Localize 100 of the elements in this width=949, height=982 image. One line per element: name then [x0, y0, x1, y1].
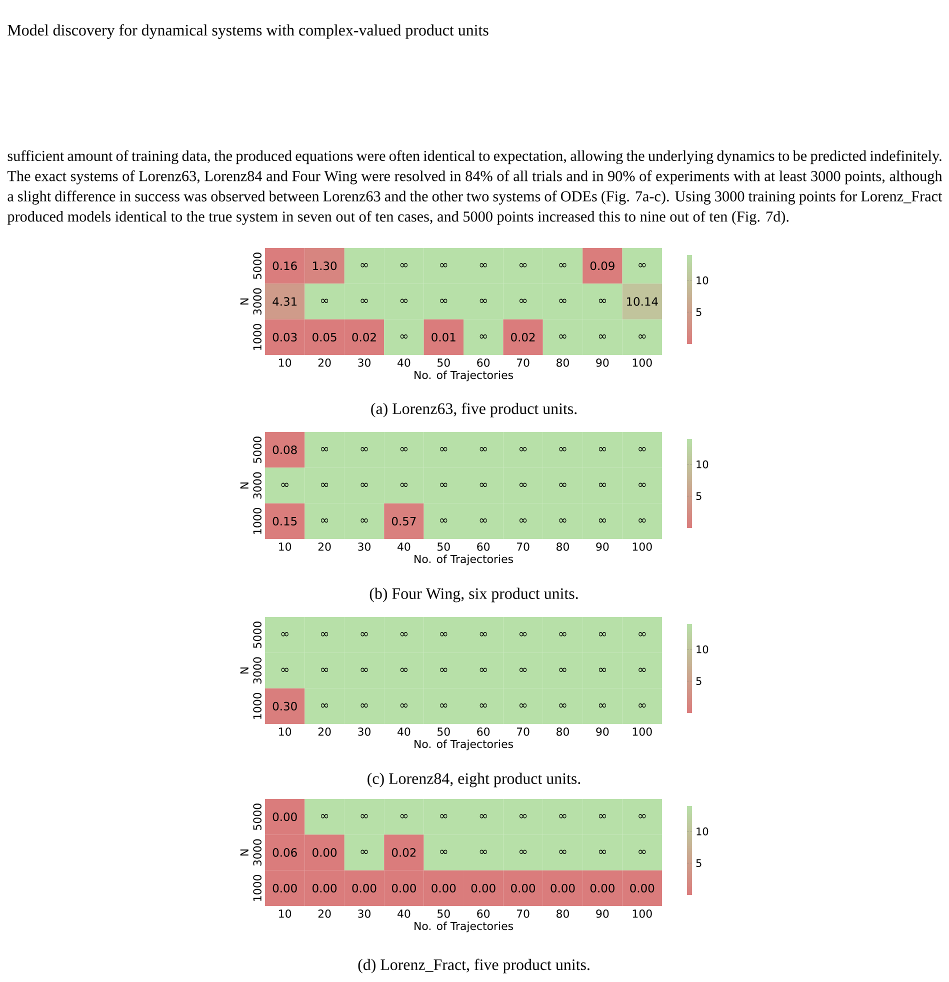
- data-label: ∞: [321, 632, 328, 636]
- data-label: ∞: [360, 447, 368, 452]
- data-label: ∞: [440, 668, 448, 672]
- data-label: ∞: [638, 263, 646, 268]
- data-label: 0.00: [550, 884, 575, 892]
- y-tick-label: 5000: [253, 252, 262, 279]
- data-label: ∞: [360, 482, 368, 488]
- data-label: 0.00: [432, 884, 456, 892]
- x-tick-label: 100: [632, 358, 652, 367]
- x-tick-label: 60: [477, 358, 490, 367]
- data-label: ∞: [440, 814, 448, 818]
- x-tick-label: 60: [477, 542, 490, 551]
- data-label: ∞: [281, 482, 288, 488]
- data-label: ∞: [638, 334, 646, 339]
- color-bar-label: 10: [696, 645, 708, 654]
- data-label: ∞: [520, 482, 527, 488]
- data-label: 0.00: [312, 848, 337, 857]
- data-label: ∞: [559, 263, 566, 268]
- data-label: ∞: [360, 518, 368, 523]
- data-label: ∞: [638, 482, 646, 488]
- x-tick-label: 70: [516, 728, 530, 736]
- data-label: ∞: [360, 632, 368, 636]
- x-tick-label: 100: [632, 728, 652, 736]
- data-label: ∞: [559, 668, 566, 672]
- data-label: ∞: [400, 703, 408, 708]
- data-label: 0.02: [352, 332, 376, 342]
- data-label: ∞: [400, 447, 408, 452]
- data-label: ∞: [480, 814, 487, 818]
- data-label: ∞: [638, 703, 646, 708]
- y-tick-label: 5000: [253, 804, 262, 830]
- data-label: ∞: [638, 850, 646, 854]
- data-label: ∞: [598, 850, 606, 854]
- data-label: ∞: [559, 632, 566, 636]
- x-tick-label: 90: [596, 358, 609, 367]
- data-label: 0.06: [272, 848, 297, 857]
- data-label: ∞: [321, 668, 328, 672]
- x-tick-label: 40: [398, 910, 410, 918]
- y-tick-label: 1000: [253, 508, 262, 534]
- data-label: ∞: [321, 703, 328, 708]
- color-bar-label: 10: [696, 460, 708, 468]
- data-label: ∞: [440, 263, 448, 268]
- x-tick-label: 100: [632, 910, 652, 918]
- y-axis-title: N: [240, 298, 248, 305]
- color-bar-label: 10: [696, 827, 708, 836]
- data-label: ∞: [440, 850, 448, 854]
- data-label: ∞: [520, 632, 527, 636]
- data-label: ∞: [321, 482, 328, 488]
- data-label: 0.30: [272, 702, 297, 710]
- data-label: ∞: [321, 298, 328, 303]
- data-label: ∞: [598, 668, 606, 672]
- y-tick-label: 1000: [253, 324, 262, 350]
- y-tick-label: 3000: [253, 472, 262, 499]
- y-tick-label: 3000: [253, 839, 262, 866]
- data-label: 0.00: [511, 884, 536, 892]
- x-tick-label: 80: [556, 542, 569, 551]
- color-bar-label: 10: [696, 276, 708, 284]
- data-label: ∞: [321, 814, 328, 818]
- x-tick-label: 70: [516, 542, 530, 551]
- x-tick-label: 10: [279, 910, 292, 918]
- x-tick-label: 50: [438, 358, 450, 367]
- x-tick-label: 20: [318, 728, 331, 736]
- data-label: ∞: [638, 518, 646, 523]
- data-label: 0.15: [272, 516, 297, 526]
- data-label: ∞: [520, 298, 527, 303]
- y-tick-label: 1000: [253, 874, 262, 901]
- data-label: 0.02: [392, 848, 416, 857]
- data-label: ∞: [281, 632, 288, 636]
- data-label: ∞: [480, 518, 487, 523]
- y-axis-title: N: [240, 849, 248, 856]
- data-label: ∞: [559, 334, 566, 339]
- data-label: ∞: [440, 298, 448, 303]
- data-label: 0.00: [630, 884, 654, 892]
- data-label: ∞: [520, 703, 527, 708]
- data-label: ∞: [440, 632, 448, 636]
- data-label: 0.00: [392, 884, 416, 892]
- x-tick-label: 60: [477, 910, 490, 918]
- data-label: ∞: [360, 814, 368, 818]
- text: (d) Lorenz_Fract, five product units.: [358, 958, 590, 974]
- data-label: ∞: [598, 334, 606, 339]
- data-label: ∞: [440, 518, 448, 523]
- x-tick-label: 20: [318, 358, 331, 367]
- x-tick-label: 90: [596, 910, 609, 918]
- data-label: ∞: [598, 632, 606, 636]
- data-label: ∞: [520, 850, 527, 854]
- data-label: 0.03: [272, 332, 297, 342]
- chart-title: Model discovery for dynamical systems with complex-valued product units: [8, 24, 488, 39]
- data-label: 0.00: [272, 884, 297, 892]
- data-label: ∞: [360, 703, 368, 708]
- x-tick-label: 80: [556, 728, 569, 736]
- data-label: 0.02: [511, 332, 535, 342]
- x-tick-label: 80: [556, 358, 569, 367]
- data-label: ∞: [360, 298, 368, 303]
- data-label: 0.00: [272, 812, 297, 822]
- x-tick-label: 10: [279, 728, 292, 736]
- data-label: 0.05: [312, 332, 336, 342]
- data-label: ∞: [400, 263, 408, 268]
- x-tick-label: 50: [438, 542, 450, 551]
- x-tick-label: 40: [398, 728, 410, 736]
- data-label: ∞: [638, 632, 646, 636]
- data-label: ∞: [559, 850, 566, 854]
